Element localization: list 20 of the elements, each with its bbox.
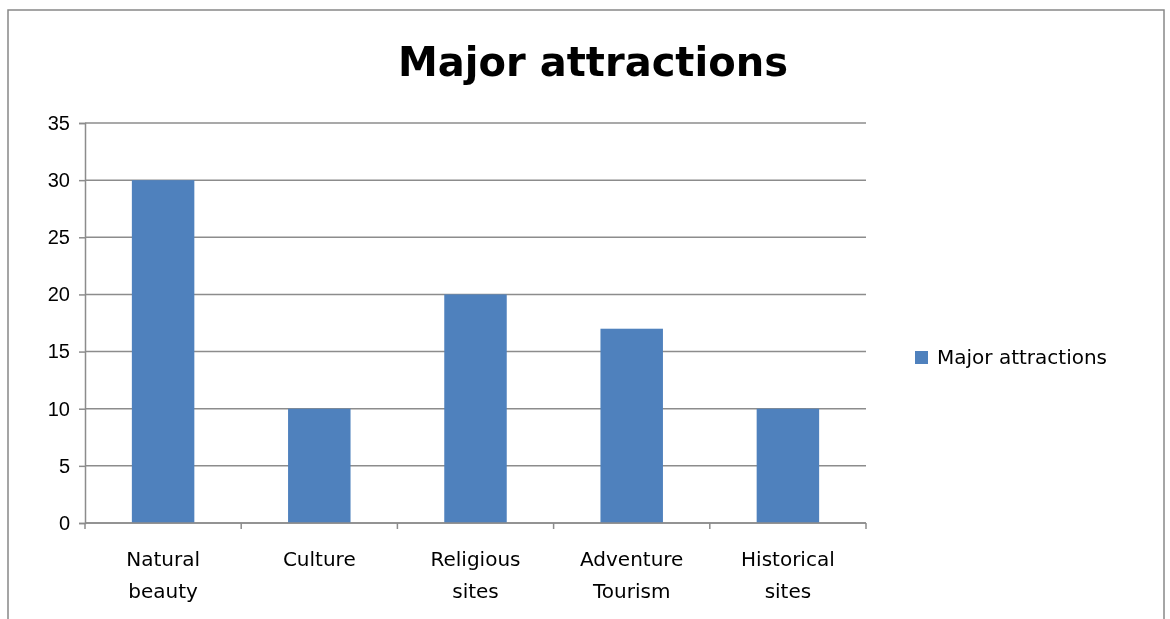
x-tick-label: Historical sites — [741, 547, 835, 603]
y-tick-label: 25 — [47, 226, 70, 249]
bar — [756, 408, 820, 523]
y-tick-label: 10 — [47, 397, 70, 420]
y-tick-label: 30 — [47, 169, 70, 192]
bar — [131, 180, 195, 523]
x-tick-label: Natural beauty — [126, 547, 200, 603]
bar — [288, 408, 351, 523]
y-tick-label: 0 — [58, 511, 70, 534]
y-tick-label: 5 — [58, 454, 70, 477]
x-tick-label: Religious sites — [430, 547, 521, 603]
y-tick-label: 15 — [47, 340, 70, 363]
legend-label: Major attractions — [937, 345, 1108, 369]
x-tick-label: Adventure Tourism — [579, 547, 684, 603]
chart-title: Major attractions — [398, 39, 788, 85]
bar — [600, 328, 663, 523]
y-tick-label: 35 — [47, 111, 70, 134]
y-tick-label: 20 — [47, 283, 70, 306]
bar — [444, 294, 507, 523]
x-tick-label: Culture — [282, 547, 356, 571]
